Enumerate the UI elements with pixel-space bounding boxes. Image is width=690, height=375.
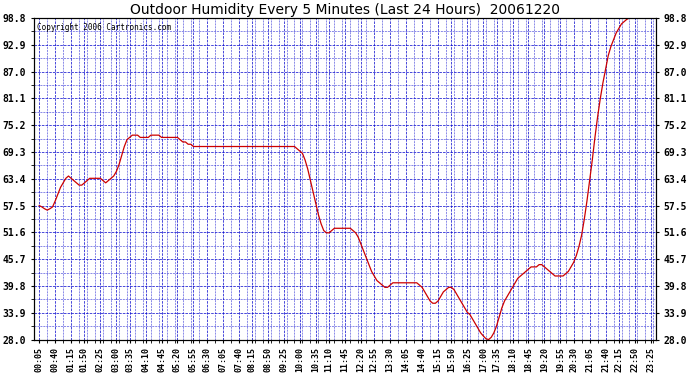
Text: Copyright 2006 Cartronics.com: Copyright 2006 Cartronics.com [37,23,171,32]
Title: Outdoor Humidity Every 5 Minutes (Last 24 Hours)  20061220: Outdoor Humidity Every 5 Minutes (Last 2… [130,3,560,17]
